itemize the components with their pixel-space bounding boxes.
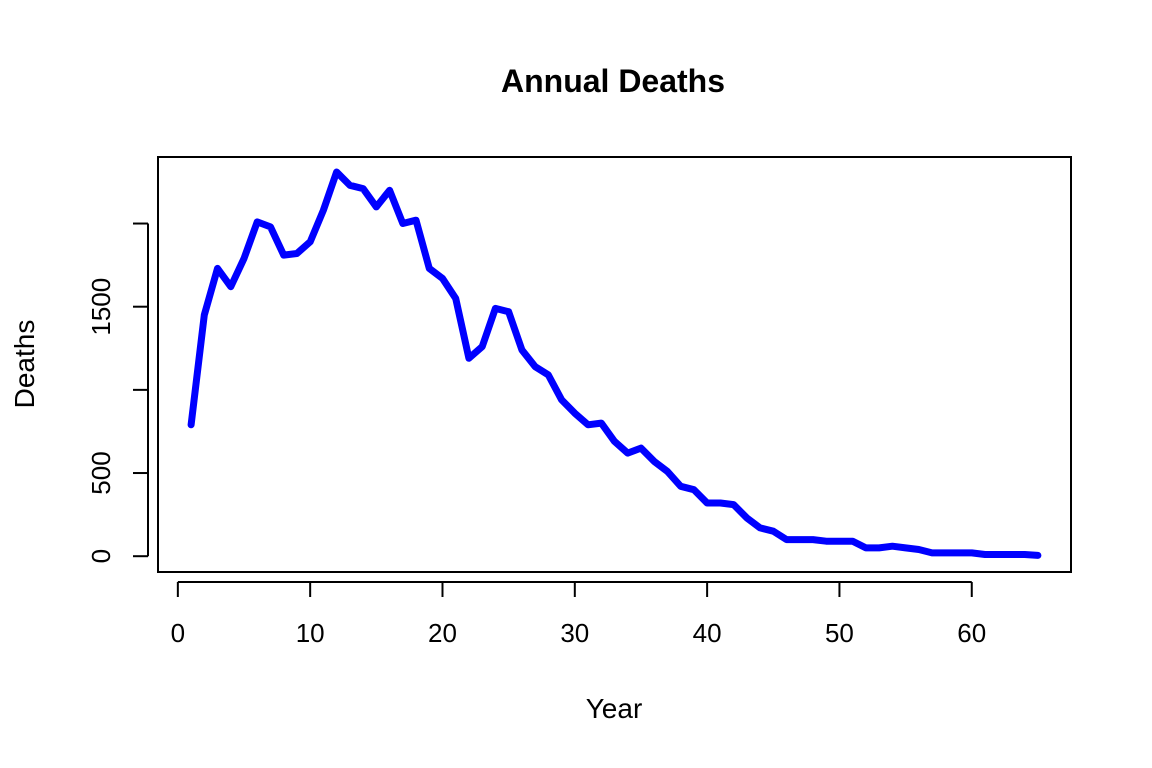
x-tick-label: 40 xyxy=(693,618,722,648)
y-axis: 0 500 1500 xyxy=(86,222,149,563)
chart-title: Annual Deaths xyxy=(501,63,725,99)
x-tick-label: 30 xyxy=(560,618,589,648)
y-tick-label: 500 xyxy=(86,451,116,494)
x-tick-label: 10 xyxy=(296,618,325,648)
x-axis-label: Year xyxy=(586,693,643,724)
x-tick-label: 20 xyxy=(428,618,457,648)
y-tick-label: 0 xyxy=(86,549,116,563)
x-tick-label: 50 xyxy=(825,618,854,648)
x-axis: 0 10 20 30 40 50 60 xyxy=(171,581,986,648)
deaths-series-line xyxy=(187,168,1042,559)
y-axis-label: Deaths xyxy=(9,320,40,409)
plot-box xyxy=(157,156,1072,573)
y-tick-label: 1500 xyxy=(86,278,116,336)
x-tick-label: 60 xyxy=(957,618,986,648)
x-tick-label: 0 xyxy=(171,618,185,648)
